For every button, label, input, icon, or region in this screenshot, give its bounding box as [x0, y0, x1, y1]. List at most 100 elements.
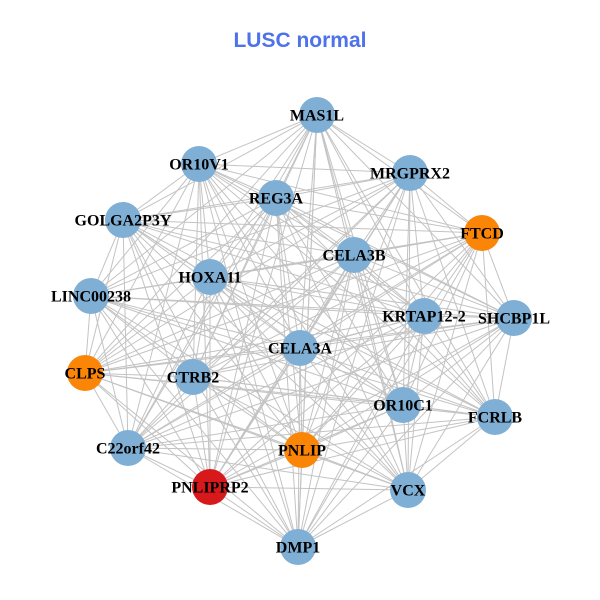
edge-CELA3A-VCX [299, 347, 409, 491]
edge-CLPS-DMP1 [84, 372, 299, 548]
edge-MRGPRX2-LINC00238 [90, 172, 411, 297]
edge-MRGPRX2-FCRLB [409, 172, 496, 418]
edge-FTCD-PNLIPRP2 [209, 232, 483, 488]
node-CELA3B [336, 237, 372, 273]
edge-CLPS-CTRB2 [84, 372, 194, 378]
edge-OR10C1-C22orf42 [127, 404, 404, 449]
edge-SHCBP1L-PNLIP [301, 317, 515, 451]
edge-SHCBP1L-C22orf42 [127, 317, 515, 449]
edge-LINC00238-CELA3A [90, 295, 301, 349]
edge-MRGPRX2-CTRB2 [192, 172, 411, 378]
edge-CTRB2-PNLIP [192, 376, 303, 451]
edge-CELA3B-SHCBP1L [353, 254, 515, 319]
edge-SHCBP1L-VCX [407, 317, 515, 491]
edge-FCRLB-C22orf42 [127, 416, 496, 449]
edge-OR10V1-LINC00238 [90, 163, 200, 297]
edge-CELA3B-FCRLB [353, 254, 496, 418]
node-label-FCRLB: FCRLB [468, 410, 523, 427]
edge-KRTAP12-2-CLPS [84, 315, 425, 374]
node-label-PNLIPRP2: PNLIPRP2 [171, 480, 248, 497]
edge-FTCD-FCRLB [481, 232, 496, 418]
node-VCX [390, 472, 426, 508]
node-label-CLPS: CLPS [65, 366, 106, 383]
node-CTRB2 [175, 359, 211, 395]
edge-LINC00238-DMP1 [90, 295, 299, 548]
edge-HOXA11-CELA3A [209, 276, 301, 349]
node-label-CELA3B: CELA3B [322, 248, 385, 265]
edge-CELA3B-CLPS [84, 254, 355, 374]
edge-OR10V1-VCX [198, 163, 409, 491]
edge-HOXA11-FCRLB [209, 276, 496, 418]
edge-FCRLB-PNLIPRP2 [209, 416, 496, 488]
node-MAS1L [299, 97, 335, 133]
edge-LINC00238-VCX [90, 295, 409, 491]
edge-C22orf42-VCX [127, 447, 409, 491]
edge-REG3A-DMP1 [275, 197, 299, 548]
edge-OR10V1-PNLIP [198, 163, 303, 451]
node-label-SHCBP1L: SHCBP1L [478, 311, 550, 328]
edge-HOXA11-PNLIP [209, 276, 303, 451]
node-label-HOXA11: HOXA11 [178, 270, 241, 287]
edge-REG3A-FCRLB [275, 197, 496, 418]
node-label-C22orf42: C22orf42 [96, 441, 160, 458]
edge-HOXA11-LINC00238 [90, 276, 211, 297]
edge-CELA3B-CTRB2 [192, 254, 355, 378]
edge-FCRLB-PNLIP [301, 416, 496, 451]
edge-FTCD-CELA3A [299, 232, 483, 349]
edge-GOLGA2P3Y-CELA3B [122, 219, 355, 256]
nodes-layer [67, 97, 532, 565]
node-FCRLB [477, 399, 513, 435]
edge-CELA3A-OR10C1 [299, 347, 404, 406]
edge-MAS1L-KRTAP12-2 [316, 114, 425, 317]
edge-OR10V1-MRGPRX2 [198, 163, 411, 174]
labels-layer: MAS1L OR10V1 MRGPRX2 REG3A GOLGA2P3Y FTCD CELA… [51, 108, 550, 557]
node-MRGPRX2 [392, 155, 428, 191]
edge-LINC00238-C22orf42 [90, 295, 129, 449]
edge-REG3A-PNLIPRP2 [209, 197, 277, 488]
edge-REG3A-CTRB2 [192, 197, 277, 378]
edge-CTRB2-DMP1 [192, 376, 299, 548]
edge-CELA3B-DMP1 [297, 254, 355, 548]
node-HOXA11 [192, 259, 228, 295]
edge-FCRLB-VCX [407, 416, 496, 491]
edge-GOLGA2P3Y-VCX [122, 219, 409, 491]
node-DMP1 [280, 529, 316, 565]
edge-VCX-DMP1 [297, 489, 409, 548]
node-FTCD [464, 215, 500, 251]
node-C22orf42 [110, 430, 146, 466]
edge-HOXA11-KRTAP12-2 [209, 276, 425, 317]
edge-CELA3A-FCRLB [299, 347, 496, 418]
node-label-PNLIP: PNLIP [278, 443, 326, 460]
edge-GOLGA2P3Y-FCRLB [122, 219, 496, 418]
node-label-FTCD: FTCD [460, 226, 504, 243]
edge-REG3A-PNLIP [275, 197, 303, 451]
edge-CTRB2-PNLIPRP2 [192, 376, 211, 488]
node-label-KRTAP12-2: KRTAP12-2 [382, 309, 466, 326]
node-CLPS [67, 355, 103, 391]
node-LINC00238 [73, 278, 109, 314]
edge-HOXA11-SHCBP1L [209, 276, 515, 319]
edge-MRGPRX2-DMP1 [297, 172, 411, 548]
edge-MAS1L-LINC00238 [90, 114, 318, 297]
edge-OR10C1-DMP1 [297, 404, 404, 548]
edge-PNLIP-VCX [301, 449, 409, 491]
edge-SHCBP1L-CTRB2 [192, 317, 515, 378]
edge-MAS1L-CLPS [84, 114, 318, 374]
edge-PNLIPRP2-VCX [209, 486, 409, 491]
edge-GOLGA2P3Y-SHCBP1L [122, 219, 515, 319]
edge-GOLGA2P3Y-C22orf42 [122, 219, 129, 449]
edge-LINC00238-OR10C1 [90, 295, 404, 406]
edge-LINC00238-SHCBP1L [90, 295, 515, 319]
edge-REG3A-OR10C1 [275, 197, 404, 406]
node-label-OR10V1: OR10V1 [169, 157, 229, 174]
node-CELA3A [282, 330, 318, 366]
edge-MAS1L-FCRLB [316, 114, 496, 418]
node-KRTAP12-2 [406, 298, 442, 334]
edge-CELA3A-PNLIPRP2 [209, 347, 301, 488]
edge-CLPS-FCRLB [84, 372, 496, 418]
edge-LINC00238-PNLIPRP2 [90, 295, 211, 488]
edge-OR10V1-FTCD [198, 163, 483, 234]
edge-REG3A-SHCBP1L [275, 197, 515, 319]
